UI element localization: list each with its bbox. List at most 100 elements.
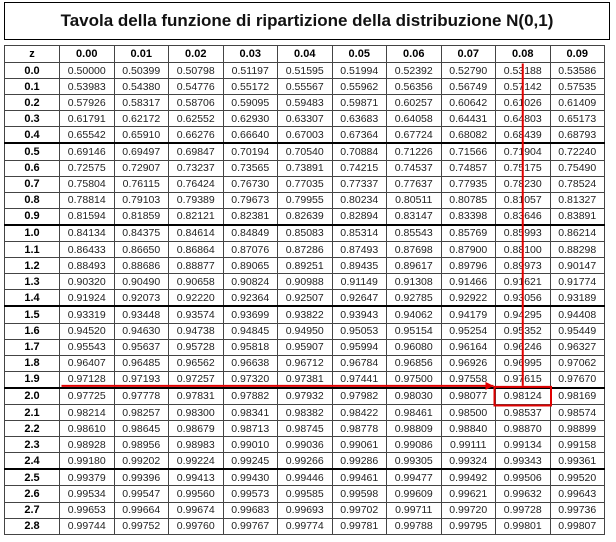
table-cell: 0.99632 xyxy=(495,485,551,503)
table-cell: 0.82639 xyxy=(277,207,333,226)
column-header: 0.07 xyxy=(440,45,496,63)
row-z-label: 1.5 xyxy=(4,305,60,324)
table-cell: 0.99693 xyxy=(277,501,333,519)
table-cell: 0.94630 xyxy=(113,322,169,340)
table-row: 1.2 0.88493 0.88686 0.88877 0.89065 0.89251 0.… xyxy=(4,257,605,275)
table-cell: 0.99343 xyxy=(495,452,551,470)
table-cell: 0.84375 xyxy=(113,223,169,243)
table-cell: 0.93699 xyxy=(222,305,278,324)
table-cell: 0.98610 xyxy=(59,420,115,438)
row-z-label: 2.5 xyxy=(4,468,60,487)
table-cell: 0.99807 xyxy=(549,517,605,535)
table-cell: 0.99609 xyxy=(386,485,442,503)
table-cell: 0.62172 xyxy=(113,110,169,128)
table-cell: 0.98537 xyxy=(495,403,551,422)
table-cell: 0.99728 xyxy=(495,501,551,519)
table-cell: 0.64058 xyxy=(386,110,442,128)
table-cell: 0.99266 xyxy=(277,452,333,470)
table-cell: 0.92785 xyxy=(386,289,442,307)
row-z-label: 2.8 xyxy=(4,517,60,535)
table-cell: 0.74537 xyxy=(386,159,442,177)
table-cell: 0.92647 xyxy=(331,289,387,307)
table-cell: 0.60257 xyxy=(386,94,442,112)
table-row: 2.2 0.98610 0.98645 0.98679 0.98713 0.98745 0.… xyxy=(4,420,605,438)
header-row: z 0.00 0.01 0.02 0.03 0.04 0.05 0.06 0.07 0.08 0.… xyxy=(4,45,605,63)
table-cell: 0.99134 xyxy=(495,436,551,454)
table-cell: 0.98500 xyxy=(440,403,496,422)
table-cell: 0.78230 xyxy=(495,175,551,193)
table-row: 2.4 0.99180 0.99202 0.99224 0.99245 0.99266 0.… xyxy=(4,452,605,470)
table-cell: 0.97062 xyxy=(549,354,605,372)
table-cell: 0.95907 xyxy=(277,338,333,356)
table-row: 1.1 0.86433 0.86650 0.86864 0.87076 0.87286 0.… xyxy=(4,241,605,259)
table-cell: 0.52392 xyxy=(386,61,442,80)
row-z-label: 1.8 xyxy=(4,354,60,372)
row-z-label: 1.4 xyxy=(4,289,60,307)
table-cell: 0.99492 xyxy=(440,468,496,487)
table-cell: 0.50798 xyxy=(168,61,224,80)
table-cell: 0.54776 xyxy=(168,78,224,96)
table-cell: 0.99744 xyxy=(59,517,115,535)
table-cell: 0.95543 xyxy=(59,338,115,356)
table-cell: 0.77035 xyxy=(277,175,333,193)
table-cell: 0.98928 xyxy=(59,436,115,454)
table-cell: 0.93822 xyxy=(277,305,333,324)
table-cell: 0.70194 xyxy=(222,142,278,161)
table-cell: 0.98983 xyxy=(168,436,224,454)
table-cell: 0.65173 xyxy=(549,110,605,128)
table-cell: 0.63683 xyxy=(331,110,387,128)
table-cell: 0.84614 xyxy=(168,223,224,243)
table-cell: 0.71566 xyxy=(440,142,496,161)
table-cell: 0.99760 xyxy=(168,517,224,535)
table-cell: 0.96926 xyxy=(440,354,496,372)
table-cell: 0.89973 xyxy=(495,257,551,275)
column-header: 0.00 xyxy=(59,45,115,63)
table-cell: 0.97193 xyxy=(113,370,169,389)
table-cell: 0.99788 xyxy=(386,517,442,535)
table-cell: 0.96327 xyxy=(549,338,605,356)
table-cell: 0.99801 xyxy=(495,517,551,535)
table-cell: 0.64803 xyxy=(495,110,551,128)
table-cell: 0.98778 xyxy=(331,420,387,438)
row-z-label: 1.0 xyxy=(4,223,60,243)
table-cell: 0.89617 xyxy=(386,257,442,275)
row-z-label: 0.5 xyxy=(4,142,60,161)
table-cell: 0.97558 xyxy=(440,370,496,389)
table-row: 1.7 0.95543 0.95637 0.95728 0.95818 0.95907 0.… xyxy=(4,338,605,356)
table-cell: 0.68793 xyxy=(549,126,605,144)
table-cell: 0.92507 xyxy=(277,289,333,307)
table-row: 2.3 0.98928 0.98956 0.98983 0.99010 0.99036 0.… xyxy=(4,436,605,454)
table-cell: 0.93943 xyxy=(331,305,387,324)
table-cell: 0.75490 xyxy=(549,159,605,177)
table-cell: 0.94408 xyxy=(549,305,605,324)
table-cell: 0.68439 xyxy=(495,126,551,144)
table-cell: 0.90988 xyxy=(277,273,333,291)
table-cell: 0.99534 xyxy=(59,485,115,503)
table-cell: 0.99379 xyxy=(59,468,115,487)
table-cell: 0.99573 xyxy=(222,485,278,503)
table-cell: 0.98169 xyxy=(549,386,605,405)
table-cell: 0.95637 xyxy=(113,338,169,356)
table-cell: 0.69847 xyxy=(168,142,224,161)
table-cell: 0.68082 xyxy=(440,126,496,144)
table-cell: 0.96562 xyxy=(168,354,224,372)
table-row: 2.6 0.99534 0.99547 0.99560 0.99573 0.99585 0.… xyxy=(4,485,605,503)
table-row: 2.8 0.99744 0.99752 0.99760 0.99767 0.99774 0.… xyxy=(4,517,605,535)
table-cell: 0.95994 xyxy=(331,338,387,356)
table-cell: 0.71226 xyxy=(386,142,442,161)
table-cell: 0.55172 xyxy=(222,78,278,96)
table-cell: 0.99547 xyxy=(113,485,169,503)
table-cell: 0.99180 xyxy=(59,452,115,470)
table-cell: 0.67003 xyxy=(277,126,333,144)
table-cell: 0.87900 xyxy=(440,241,496,259)
table-cell: 0.99245 xyxy=(222,452,278,470)
table-row: 0.9 0.81594 0.81859 0.82121 0.82381 0.82639 0.… xyxy=(4,207,605,226)
table-cell: 0.95154 xyxy=(386,322,442,340)
table-cell: 0.96784 xyxy=(331,354,387,372)
table-cell: 0.65542 xyxy=(59,126,115,144)
row-z-label: 1.6 xyxy=(4,322,60,340)
table-cell: 0.98422 xyxy=(331,403,387,422)
table-cell: 0.99506 xyxy=(495,468,551,487)
column-header: 0.08 xyxy=(495,45,551,63)
table-cell: 0.98124 xyxy=(495,386,551,405)
